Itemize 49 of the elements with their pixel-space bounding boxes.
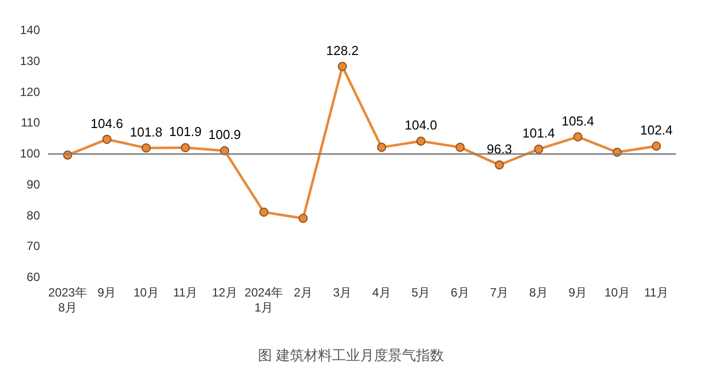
x-tick-label: 11月 [173, 286, 198, 300]
data-label: 101.9 [169, 124, 202, 140]
data-label: 104.6 [90, 116, 124, 131]
y-tick-label: 80 [26, 208, 40, 222]
y-tick-label: 110 [20, 116, 40, 130]
point [259, 208, 268, 217]
x-tick-label: 3月 [333, 286, 352, 300]
x-tick-label: 11月 [644, 286, 669, 300]
point [377, 142, 386, 152]
text: 图 建筑材料工业月度景气指数 [258, 347, 444, 363]
y-tick-label: 70 [26, 239, 40, 254]
point [298, 214, 308, 223]
point [338, 62, 347, 71]
y-tick-label: 90 [26, 177, 40, 192]
x-tick-label: 5月 [412, 286, 430, 300]
x-tick-label: 2023年 8月 [48, 286, 87, 314]
data-label: 100.9 [208, 127, 241, 142]
point [142, 143, 151, 152]
x-tick-label: 10月 [133, 286, 159, 300]
y-tick-label: 100 [20, 146, 40, 160]
x-tick-label: 6月 [450, 286, 470, 300]
data-label: 96.3 [486, 141, 512, 156]
data-label: 105.4 [562, 113, 594, 128]
point [416, 136, 426, 146]
point [534, 144, 544, 154]
x-tick-label: 4月 [372, 286, 391, 300]
y-tick-label: 130 [20, 54, 40, 68]
point [456, 142, 465, 152]
point [102, 134, 112, 144]
point [652, 142, 661, 151]
x-tick-label: 8月 [529, 286, 548, 300]
x-tick-label: 9月 [568, 286, 588, 300]
y-tick-label: 120 [20, 84, 40, 99]
data-label: 101.8 [130, 124, 162, 140]
data-label: 128.2 [326, 42, 359, 58]
data-label: 101.4 [522, 126, 555, 141]
x-tick-label: 2024年 1月 [244, 286, 284, 314]
x-tick-label: 2月 [294, 286, 312, 300]
y-tick-label: 60 [26, 270, 40, 284]
x-tick-label: 10月 [604, 286, 630, 300]
point [180, 143, 190, 152]
y-tick-label: 140 [20, 23, 40, 37]
data-label: 104.0 [404, 118, 438, 133]
x-tick-label: 7月 [490, 286, 509, 300]
data-label: 102.4 [640, 122, 673, 138]
x-tick-label: 9月 [98, 286, 116, 300]
point [573, 132, 582, 142]
x-tick-label: 12月 [212, 286, 238, 300]
point [494, 160, 504, 170]
